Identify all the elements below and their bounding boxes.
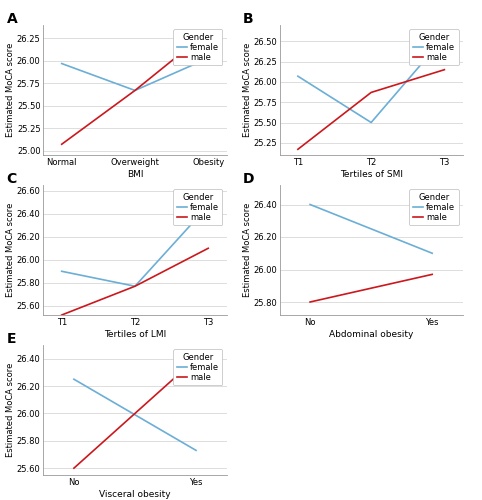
X-axis label: BMI: BMI — [127, 170, 143, 178]
Y-axis label: Estimated MoCA score: Estimated MoCA score — [6, 363, 15, 457]
Legend: female, male: female, male — [409, 29, 458, 66]
X-axis label: Abdominal obesity: Abdominal obesity — [329, 330, 414, 338]
Text: C: C — [7, 172, 17, 186]
X-axis label: Tertiles of SMI: Tertiles of SMI — [340, 170, 402, 178]
X-axis label: Tertiles of LMI: Tertiles of LMI — [104, 330, 166, 338]
Text: D: D — [243, 172, 254, 186]
Y-axis label: Estimated MoCA score: Estimated MoCA score — [242, 43, 252, 137]
Text: E: E — [7, 332, 16, 346]
Y-axis label: Estimated MoCA score: Estimated MoCA score — [6, 203, 15, 297]
Text: A: A — [7, 12, 17, 26]
Y-axis label: Estimated MoCA score: Estimated MoCA score — [242, 203, 252, 297]
Y-axis label: Estimated MoCA score: Estimated MoCA score — [6, 43, 15, 137]
Legend: female, male: female, male — [173, 189, 222, 226]
X-axis label: Visceral obesity: Visceral obesity — [99, 490, 171, 498]
Text: B: B — [243, 12, 254, 26]
Legend: female, male: female, male — [173, 349, 222, 386]
Legend: female, male: female, male — [173, 29, 222, 66]
Legend: female, male: female, male — [409, 189, 458, 226]
